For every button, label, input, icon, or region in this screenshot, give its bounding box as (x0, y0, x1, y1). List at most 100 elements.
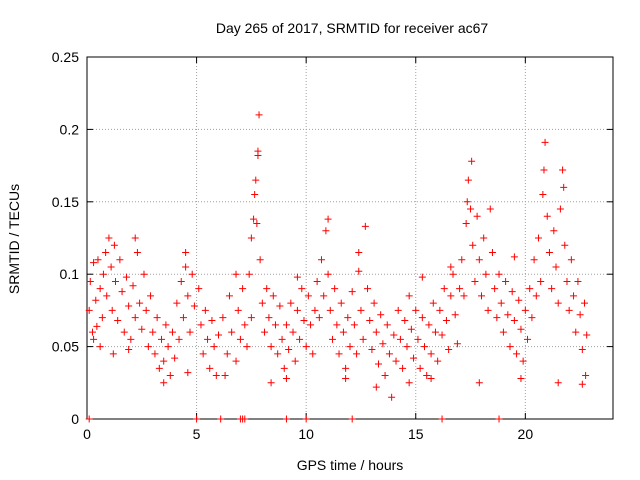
data-point (149, 328, 157, 336)
data-point (469, 241, 477, 249)
data-point (447, 263, 455, 271)
data-point (550, 227, 558, 235)
data-point (359, 335, 367, 343)
axis-ticks: 0 0.05 0.1 0.15 0.2 0.25 0 5 10 15 20 (52, 49, 613, 442)
data-point (495, 415, 503, 423)
data-point (392, 357, 400, 365)
data-point (282, 415, 290, 423)
data-point (440, 285, 448, 293)
data-point (554, 299, 562, 307)
data-point (462, 220, 470, 228)
data-point (215, 331, 222, 339)
data-point (253, 220, 261, 228)
data-point (102, 248, 110, 256)
data-point (563, 277, 571, 285)
data-point (412, 306, 420, 314)
data-point (206, 364, 214, 372)
data-point (88, 328, 96, 336)
data-point (201, 306, 209, 314)
data-point (357, 306, 365, 314)
data-point (545, 248, 553, 256)
data-point (311, 306, 319, 314)
data-point (423, 372, 431, 380)
data-point (118, 288, 126, 296)
data-point (517, 374, 525, 382)
data-point (475, 256, 483, 264)
y-tick-label: 0.05 (52, 339, 79, 355)
data-point (86, 277, 94, 285)
data-point (92, 296, 100, 304)
data-point (333, 321, 341, 329)
data-point (153, 314, 161, 322)
data-point (94, 256, 102, 264)
data-point (379, 340, 387, 348)
data-point (554, 379, 562, 387)
data-point (302, 415, 310, 423)
data-point (177, 277, 185, 285)
data-point (107, 263, 115, 271)
data-point (484, 306, 492, 314)
data-point (510, 317, 518, 325)
data-point (353, 350, 361, 358)
data-point (344, 314, 352, 322)
data-point (471, 277, 479, 285)
data-point (85, 306, 93, 314)
data-point (160, 357, 168, 365)
data-point (570, 292, 578, 300)
data-point (245, 270, 253, 278)
data-point (116, 256, 124, 264)
data-point (361, 222, 369, 230)
data-point (583, 331, 591, 339)
x-tick-label: 10 (298, 426, 314, 442)
data-point (449, 270, 457, 278)
data-point (458, 256, 466, 264)
data-point (190, 302, 198, 310)
data-point (96, 343, 104, 351)
data-point (193, 415, 201, 423)
data-point (464, 176, 472, 184)
data-point (447, 292, 455, 300)
data-point (103, 292, 111, 300)
data-point (403, 343, 411, 351)
data-point (197, 321, 205, 329)
data-point (515, 296, 523, 304)
data-point (109, 350, 117, 358)
grid (87, 57, 613, 419)
data-point (427, 350, 435, 358)
data-point (105, 234, 113, 242)
data-point (212, 372, 220, 380)
data-point (171, 354, 179, 362)
data-point (561, 241, 569, 249)
data-point (486, 205, 494, 213)
data-point (232, 357, 240, 365)
data-point (239, 285, 247, 293)
data-point (315, 314, 323, 322)
data-point (475, 379, 483, 387)
data-point (324, 215, 332, 223)
data-point (377, 311, 385, 319)
data-point (287, 299, 295, 307)
data-point (133, 248, 141, 256)
data-point (502, 277, 510, 285)
data-point (236, 335, 244, 343)
data-point (524, 335, 532, 343)
data-point (396, 335, 404, 343)
data-point (204, 335, 212, 343)
data-point (162, 321, 170, 329)
data-point (394, 306, 402, 314)
data-point (381, 372, 389, 380)
data-point (534, 234, 542, 242)
data-point (368, 345, 376, 353)
data-point (541, 138, 549, 146)
data-point (530, 256, 538, 264)
data-point (567, 256, 575, 264)
data-point (383, 321, 391, 329)
data-point (366, 317, 374, 325)
data-point (537, 277, 545, 285)
data-point (241, 321, 249, 329)
data-point (309, 350, 317, 358)
data-point (456, 285, 464, 293)
data-point (182, 248, 190, 256)
data-point (265, 314, 273, 322)
